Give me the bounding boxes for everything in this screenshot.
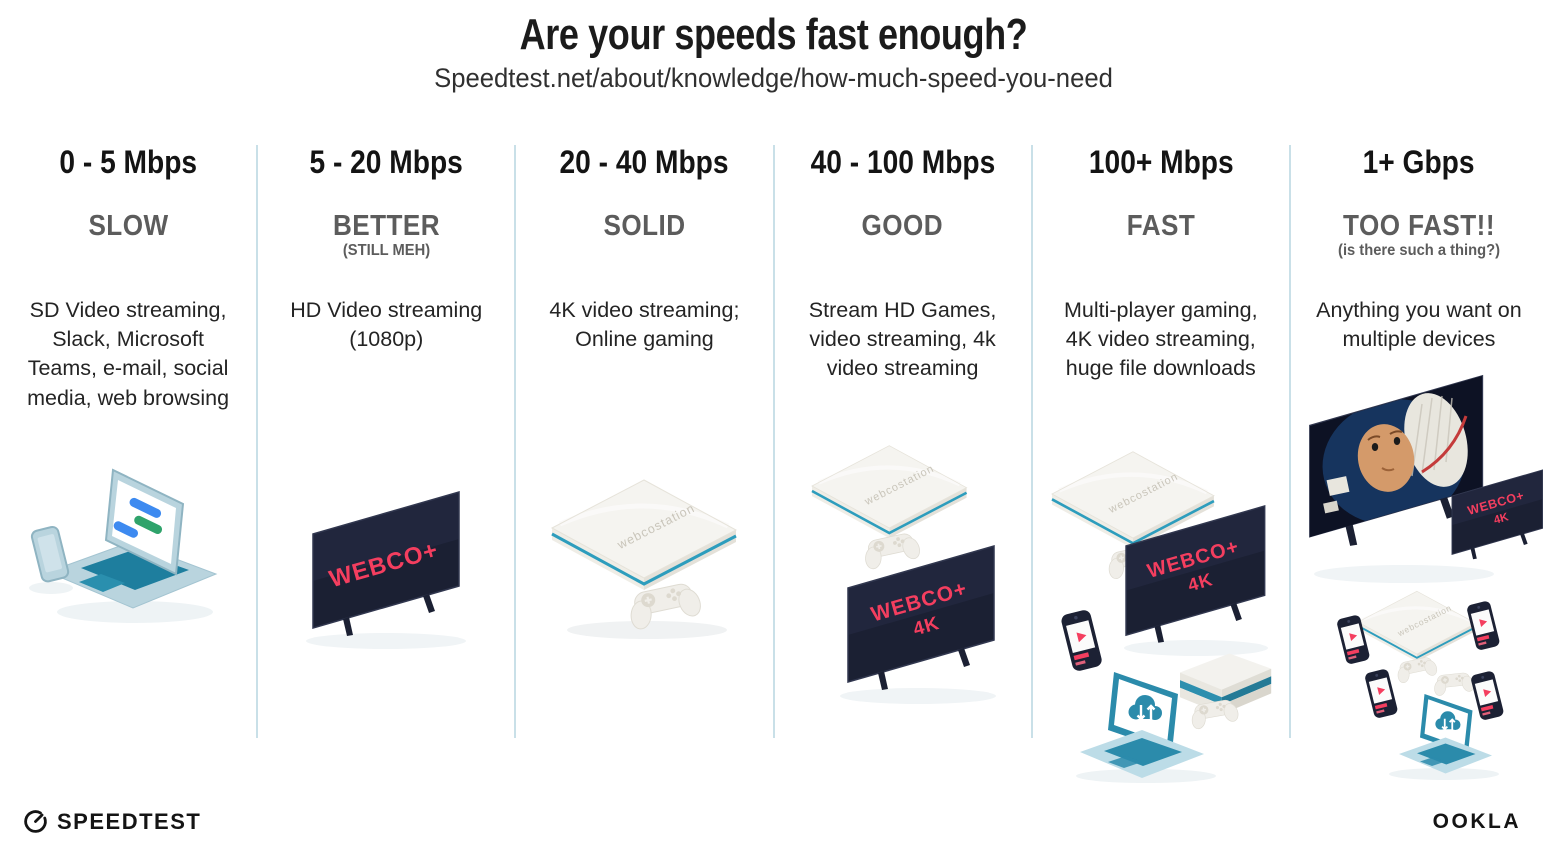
column-divider: [514, 145, 517, 738]
header: Are your speeds fast enough? Speedtest.n…: [0, 0, 1547, 94]
rating-note: (STILL MEH): [342, 242, 430, 259]
laptop-phone-illustration: [13, 454, 243, 629]
rating-block: SOLID: [599, 210, 690, 296]
rating-block: TOO FAST!! (is there such a thing?): [1331, 210, 1507, 296]
game-console-icon: webcostation: [529, 454, 759, 639]
everything-illustration: WEBCO+ 4K webcostation: [1294, 374, 1544, 782]
tv-4k-label: 4K: [1492, 511, 1510, 527]
rating-label: SLOW: [88, 210, 169, 242]
hd-tv-icon: WEBCO+: [306, 491, 467, 649]
rating-block: BETTER (STILL MEH): [327, 210, 446, 296]
rating-block: SLOW: [84, 210, 173, 296]
speed-range: 5 - 20 Mbps: [309, 144, 463, 180]
speed-column-5-20: 5 - 20 Mbps BETTER (STILL MEH) HD Video …: [258, 140, 514, 843]
use-cases-text: 4K video streaming; Online gaming: [549, 298, 740, 352]
rating-label: GOOD: [861, 210, 944, 242]
speed-range: 40 - 100 Mbps: [810, 144, 995, 180]
rating-block: FAST: [1123, 210, 1199, 296]
speed-range: 20 - 40 Mbps: [559, 144, 729, 180]
use-cases-text: Stream HD Games, video streaming, 4k vid…: [808, 298, 997, 381]
rating-label: FAST: [1126, 210, 1196, 242]
game-console-illustration: webcostation: [529, 454, 759, 644]
hd-tv-illustration: WEBCO+: [271, 456, 501, 651]
console-4k-tv-icon: webcostation WEBCO+ 4K: [788, 444, 996, 704]
column-divider: [772, 145, 775, 738]
laptop-chat-phone-icon: [29, 468, 218, 623]
multi-device-illustration: webcostation WEBCO+ 4K: [1046, 448, 1276, 783]
speedtest-logo: SPEEDTEST: [22, 808, 201, 835]
use-cases-text: Anything you want on multiple devices: [1316, 298, 1522, 352]
console-and-4k-tv-illustration: webcostation WEBCO+ 4K: [788, 444, 1018, 706]
page-subtitle-url: Speedtest.net/about/knowledge/how-much-s…: [434, 63, 1113, 93]
speed-range: 100+ Mbps: [1088, 144, 1234, 180]
speed-column-0-5: 0 - 5 Mbps SLOW SD Video streaming, Slac…: [0, 140, 256, 843]
use-cases-text: SD Video streaming, Slack, Microsoft Tea…: [27, 298, 230, 410]
multi-device-icon: webcostation WEBCO+ 4K: [1046, 448, 1271, 783]
speed-column-100plus: 100+ Mbps FAST Multi-player gaming, 4K v…: [1033, 140, 1289, 843]
ookla-logo: OOKLA: [1433, 810, 1521, 834]
everything-devices-icon: WEBCO+ 4K webcostation: [1309, 375, 1543, 780]
use-cases-text: HD Video streaming (1080p): [290, 298, 483, 352]
rating-note: (is there such a thing?): [1337, 242, 1500, 259]
speed-column-20-40: 20 - 40 Mbps SOLID 4K video streaming; O…: [516, 140, 772, 843]
speed-column-40-100: 40 - 100 Mbps GOOD Stream HD Games, vide…: [775, 140, 1031, 843]
speed-range: 0 - 5 Mbps: [59, 144, 197, 180]
column-divider: [1288, 145, 1291, 738]
rating-label: BETTER: [332, 210, 440, 242]
rating-label: TOO FAST!!: [1342, 210, 1495, 242]
column-divider: [256, 145, 259, 738]
use-cases-text: Multi-player gaming, 4K video streaming,…: [1063, 298, 1258, 381]
ookla-wordmark: OOKLA: [1432, 809, 1521, 833]
speedtest-wordmark: SPEEDTEST: [57, 808, 202, 834]
speed-column-1gbps: 1+ Gbps TOO FAST!! (is there such a thin…: [1291, 140, 1547, 843]
rating-label: SOLID: [603, 210, 686, 242]
rating-block: GOOD: [857, 210, 948, 296]
speed-columns: 0 - 5 Mbps SLOW SD Video streaming, Slac…: [0, 140, 1547, 843]
footer: SPEEDTEST OOKLA: [22, 808, 1521, 835]
speed-range: 1+ Gbps: [1362, 144, 1475, 180]
page-title: Are your speeds fast enough?: [519, 10, 1028, 59]
column-divider: [1030, 145, 1033, 738]
speedometer-icon: [24, 810, 47, 833]
